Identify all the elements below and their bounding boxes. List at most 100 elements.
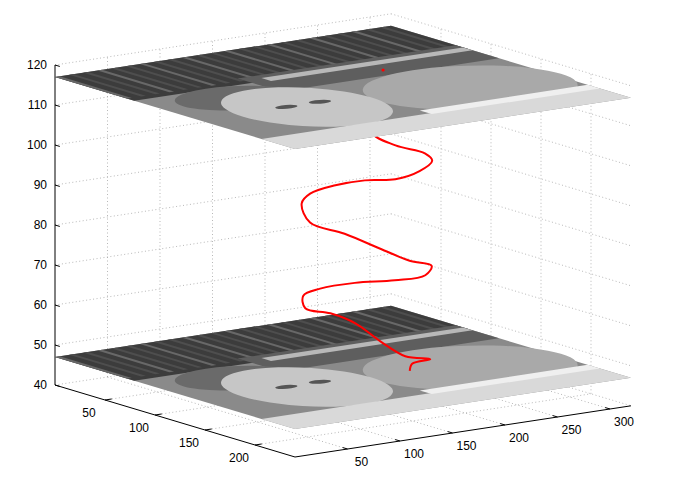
image-plane — [55, 305, 638, 429]
image-region — [168, 339, 245, 361]
grid-line — [391, 174, 631, 246]
y-tick-label: 50 — [355, 455, 369, 469]
image-region — [182, 337, 259, 359]
x-tick-label: 150 — [179, 436, 199, 450]
image-region — [351, 311, 428, 333]
image-region — [210, 333, 287, 355]
z-tick — [55, 385, 60, 386]
image-region — [69, 74, 146, 96]
z-tick — [55, 305, 60, 306]
z-tick — [55, 345, 60, 346]
z-tick-label: 80 — [34, 218, 48, 232]
image-region — [55, 76, 132, 98]
grid-line — [391, 134, 631, 206]
image-region — [305, 99, 335, 105]
image-region — [380, 307, 457, 329]
x-tick — [105, 399, 112, 400]
x-tick-label: 50 — [82, 406, 96, 420]
z-tick-label: 110 — [28, 98, 47, 112]
image-region — [140, 343, 217, 365]
image-region — [253, 46, 330, 68]
image-region — [111, 348, 188, 370]
image-region — [97, 70, 174, 92]
image-region — [238, 328, 315, 350]
z-tick — [55, 265, 60, 266]
y-tick-label: 200 — [509, 431, 529, 445]
image-region — [140, 63, 217, 85]
image-region — [126, 66, 203, 88]
x-tick — [155, 414, 162, 415]
image-region — [271, 384, 301, 390]
z-tick — [55, 145, 60, 146]
image-region — [295, 320, 372, 342]
z-tick — [55, 185, 60, 186]
image-region — [380, 27, 457, 49]
image-region — [154, 61, 231, 83]
chart: 4050607080901001101205010015020050100150… — [0, 0, 697, 478]
image-region — [196, 335, 273, 357]
image-region — [168, 59, 245, 81]
image-region — [69, 354, 146, 376]
grid — [55, 14, 631, 449]
x-axis-line — [55, 385, 295, 457]
image-region — [281, 42, 358, 64]
image-region — [271, 104, 301, 110]
z-tick-label: 120 — [27, 58, 47, 72]
image-region — [182, 57, 259, 79]
plot-area — [55, 25, 638, 429]
image-region — [126, 346, 203, 368]
image-region — [111, 68, 188, 90]
image-region — [196, 55, 273, 77]
y-tick — [343, 448, 348, 449]
y-tick-label: 300 — [614, 415, 634, 429]
y-tick — [605, 408, 610, 409]
image-region — [267, 324, 344, 346]
image-region — [83, 352, 160, 374]
z-tick — [55, 65, 60, 66]
image-region — [210, 53, 287, 75]
z-tick-label: 60 — [34, 298, 48, 312]
y-tick — [500, 424, 505, 425]
image-region — [224, 50, 301, 72]
image-region — [323, 35, 400, 57]
image-region — [55, 356, 132, 378]
image-region — [281, 322, 358, 344]
image-region — [267, 44, 344, 66]
image-region — [55, 26, 631, 149]
image-region — [261, 368, 631, 429]
y-tick — [448, 432, 453, 433]
image-region — [154, 341, 231, 363]
image-region — [253, 326, 330, 348]
image-region — [305, 379, 335, 385]
y-tick — [553, 416, 558, 417]
x-tick — [255, 444, 262, 445]
image-region — [420, 365, 600, 394]
image-region — [97, 350, 174, 372]
tick-labels: 4050607080901001101205010015020050100150… — [27, 58, 634, 469]
image-region — [83, 72, 160, 94]
z-tick-label: 70 — [34, 258, 48, 272]
image-plane — [55, 25, 638, 149]
grid-line — [591, 74, 592, 394]
trajectory-start — [382, 68, 385, 71]
axes — [55, 65, 631, 457]
x-tick-label: 100 — [129, 421, 149, 435]
y-tick-label: 100 — [404, 447, 424, 461]
y-tick-label: 250 — [561, 423, 581, 437]
image-region — [365, 29, 442, 51]
image-region — [365, 309, 442, 331]
image-region — [261, 88, 631, 149]
z-tick — [55, 225, 60, 226]
image-region — [351, 31, 428, 53]
grid-line — [55, 214, 391, 265]
grid-line — [107, 57, 108, 377]
image-region — [420, 85, 600, 114]
x-tick-label: 200 — [229, 451, 249, 465]
image-region — [295, 40, 372, 62]
z-tick — [55, 105, 60, 106]
image-region — [238, 48, 315, 70]
image-region — [224, 330, 301, 352]
z-tick-label: 90 — [34, 178, 48, 192]
grid-line — [55, 174, 391, 225]
x-tick — [205, 429, 212, 430]
